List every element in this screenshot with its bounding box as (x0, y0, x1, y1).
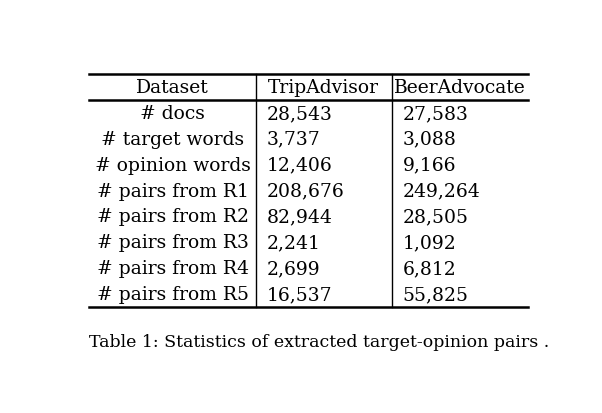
Text: # opinion words: # opinion words (95, 156, 250, 174)
Text: 28,543: 28,543 (267, 105, 333, 123)
Text: 27,583: 27,583 (403, 105, 469, 123)
Text: 2,699: 2,699 (267, 259, 320, 278)
Text: 82,944: 82,944 (267, 208, 333, 226)
Text: 12,406: 12,406 (267, 156, 333, 174)
Text: # pairs from R1: # pairs from R1 (97, 182, 249, 200)
Text: 3,737: 3,737 (267, 131, 321, 148)
Text: # pairs from R5: # pairs from R5 (96, 285, 249, 303)
Text: 208,676: 208,676 (267, 182, 344, 200)
Text: Dataset: Dataset (136, 79, 209, 97)
Text: # pairs from R2: # pairs from R2 (96, 208, 249, 226)
Text: Table 1: Statistics of extracted target-opinion pairs .: Table 1: Statistics of extracted target-… (89, 334, 550, 351)
Text: 6,812: 6,812 (403, 259, 456, 278)
Text: 2,241: 2,241 (267, 234, 321, 252)
Text: # pairs from R4: # pairs from R4 (96, 259, 249, 278)
Text: # docs: # docs (140, 105, 205, 123)
Text: TripAdvisor: TripAdvisor (268, 79, 379, 97)
Text: 28,505: 28,505 (403, 208, 469, 226)
Text: 1,092: 1,092 (403, 234, 456, 252)
Text: # target words: # target words (101, 131, 244, 148)
Text: 3,088: 3,088 (403, 131, 457, 148)
Text: 55,825: 55,825 (403, 285, 469, 303)
Text: 9,166: 9,166 (403, 156, 456, 174)
Text: 249,264: 249,264 (403, 182, 480, 200)
Text: BeerAdvocate: BeerAdvocate (394, 79, 526, 97)
Text: # pairs from R3: # pairs from R3 (97, 234, 249, 252)
Text: 16,537: 16,537 (267, 285, 332, 303)
